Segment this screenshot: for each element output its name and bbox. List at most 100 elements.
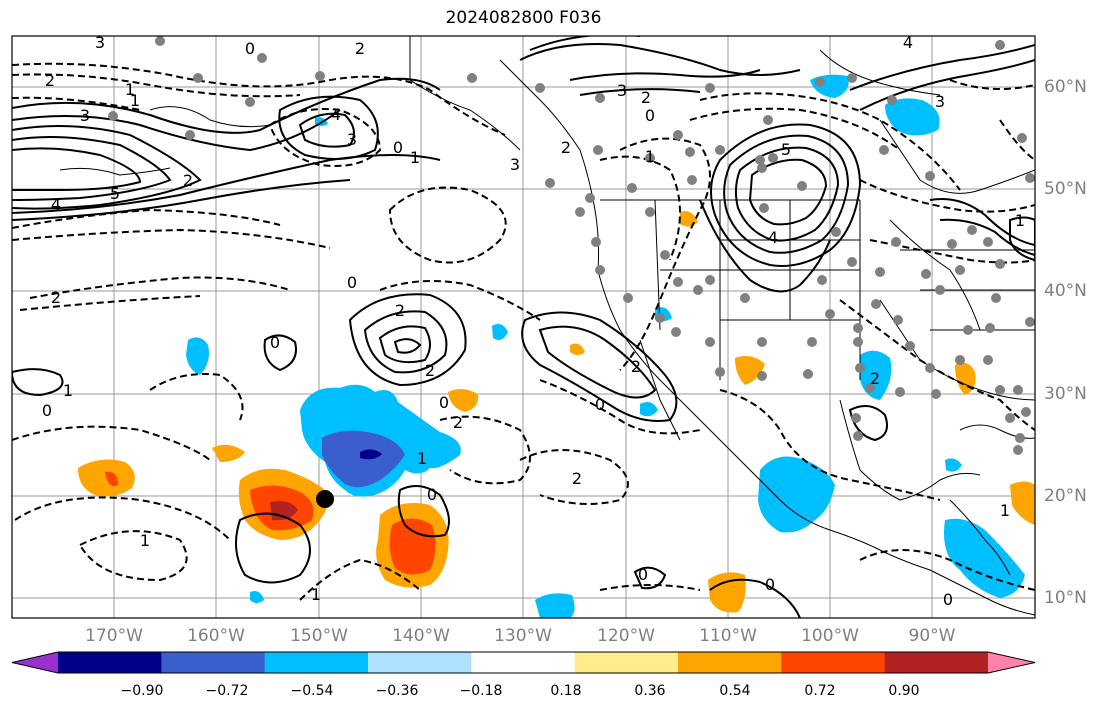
colorbar-segment [884,652,989,673]
contour-label: 1 [130,91,140,110]
contour-label: 1 [125,80,135,99]
colorbar-segment [678,652,782,673]
lon-label: 130°W [494,626,552,646]
contour-label: 3 [95,33,105,52]
lat-label: 40°N [1044,281,1087,301]
colorbar-tick-label: 0.36 [634,683,666,699]
lat-label: 30°N [1044,384,1087,404]
colorbar-segment [161,652,266,673]
contour-label: 1 [140,531,150,550]
positive-anomaly-region [448,388,479,412]
contour-label: 0 [765,575,775,594]
contour-label: 2 [870,369,880,388]
contour-label: 3 [935,92,945,111]
negative-anomaly-region [944,518,1025,598]
contour-label: 0 [595,395,605,414]
negative-anomaly-region [758,456,835,533]
contour-label: 2 [45,71,55,90]
contour-label: 2 [641,88,651,107]
coastlines [59,36,1035,616]
contour-label: 2 [183,171,193,190]
contour-label: 0 [270,333,280,352]
lat-label: 60°N [1044,77,1087,97]
map-frame [11,35,1036,619]
colorbar-extend-max [988,652,1035,673]
colorbar-tick-label: −0.90 [120,683,164,699]
colorbar-segment [471,652,576,673]
contour-label: 2 [425,361,435,380]
contour-label: 0 [245,39,255,58]
colorbar-segment [781,652,886,673]
contour-label: 0 [645,106,655,125]
negative-anomaly-region [535,593,575,618]
colorbar [11,651,1036,674]
contour-label: 3 [347,130,357,149]
lat-label: 20°N [1044,486,1087,506]
contour-label: 0 [393,138,403,157]
contour-label: 2 [395,301,405,320]
contour-label: 4 [331,105,341,124]
lat-label: 50°N [1044,179,1087,199]
lon-label: 90°W [908,626,956,646]
contour-label: 0 [439,393,449,412]
contour-label: 2 [453,413,463,432]
lon-label: 100°W [801,626,859,646]
lat-label: 10°N [1044,588,1087,608]
positive-anomaly-region [735,356,765,385]
positive-anomaly-region [389,518,436,575]
colorbar-segment [574,652,679,673]
lon-label: 150°W [290,626,348,646]
negative-anomaly-region [885,98,940,136]
colorbar-tick-label: 0.72 [804,683,836,699]
negative-anomaly-region [640,402,658,417]
colorbar-tick-label: 0.18 [550,683,582,699]
colorbar-tick-label: −0.18 [459,683,503,699]
contour-label: 1 [410,148,420,167]
contour-label: 4 [768,228,778,247]
negative-anomaly-region [492,324,508,340]
station-markers [108,36,1035,455]
colorbar-extend-min [12,652,58,673]
negative-anomaly-region [250,591,264,603]
contour-label: 5 [781,140,791,159]
contour-labels: 3 2 1 3 0 2 4 5 4 3 1 0 3 2 2 0 1 3 4 5 … [42,33,1025,609]
contour-label: 3 [80,106,90,125]
positive-anomaly-region [212,444,245,462]
contour-label: 0 [943,590,953,609]
anomaly-fills [78,74,1035,618]
contour-label: 2 [631,357,641,376]
contour-label: 4 [903,33,913,52]
map-title: 2024082800 F036 [445,8,602,28]
positive-anomaly-region [570,343,585,355]
negative-anomaly-region [360,449,382,460]
colorbar-tick-label: −0.54 [290,683,334,699]
negative-anomaly-region [186,337,209,375]
colorbar-tick-label: 0.90 [888,683,920,699]
contour-label: 1 [645,147,655,166]
contour-label: 2 [561,138,571,157]
lon-label: 140°W [392,626,450,646]
contour-label: 1 [63,381,73,400]
lon-label: 110°W [699,626,757,646]
positive-anomaly-region [1010,481,1035,525]
contour-label: 0 [427,485,437,504]
colorbar-tick-label: 0.54 [719,683,751,699]
contour-label: 1 [311,585,321,604]
colorbar-tick-label: −0.72 [205,683,249,699]
contour-label: 3 [510,155,520,174]
contour-label: 0 [347,273,357,292]
contour-label: 2 [51,288,61,307]
colorbar-segment [264,652,369,673]
positive-anomaly-region [78,459,135,497]
contour-label: 4 [51,195,61,214]
lon-label: 160°W [187,626,245,646]
contour-label: 0 [638,565,648,584]
negative-contours [12,62,1035,601]
contour-label: 2 [572,469,582,488]
storm-center-marker [316,490,334,508]
positive-anomaly-region [105,471,118,487]
contour-label: 1 [1015,211,1025,230]
contour-label: 1 [417,449,427,468]
lon-label: 170°W [85,626,143,646]
